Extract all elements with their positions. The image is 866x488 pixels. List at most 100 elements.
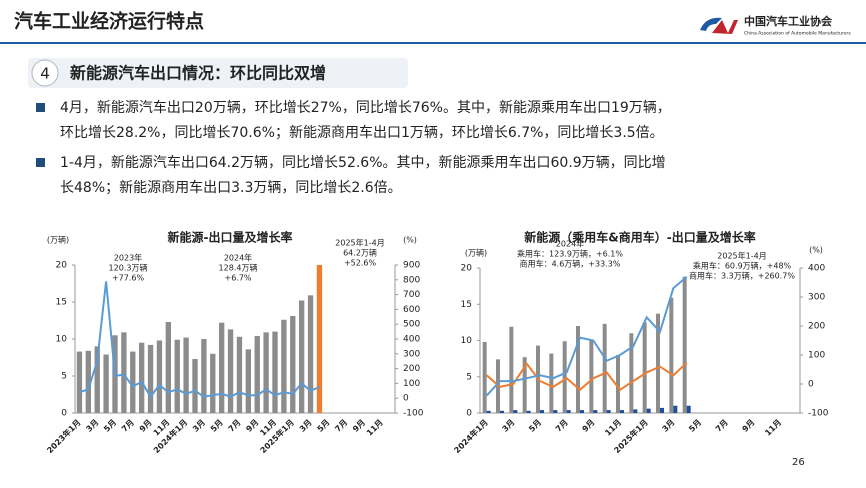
y-tick-label: 5 xyxy=(61,372,67,382)
bar xyxy=(580,410,584,413)
bar xyxy=(660,407,664,413)
y2-tick-label: 100 xyxy=(808,351,825,361)
annotation: 乘用车：123.9万辆，+6.1% xyxy=(517,249,623,259)
bar xyxy=(589,340,594,413)
bar xyxy=(482,341,487,413)
bar xyxy=(673,405,678,413)
annotation: 64.2万辆 xyxy=(343,248,377,258)
section-number: 4 xyxy=(40,65,50,83)
logo: 中国汽车工业协会 China Association of Automobile… xyxy=(700,14,851,37)
bar xyxy=(299,300,305,413)
bar xyxy=(513,410,518,413)
bar xyxy=(290,316,296,413)
bar xyxy=(227,329,234,413)
chart-title: 新能源（乘用车&商用车）-出口量及增长率 xyxy=(524,230,755,245)
y2-axis-label: (%) xyxy=(809,246,823,255)
y2-tick-label: 300 xyxy=(808,293,825,303)
y2-tick-label: 200 xyxy=(403,364,420,374)
y2-tick-label: 200 xyxy=(808,322,825,332)
y-tick-label: 20 xyxy=(461,264,473,274)
y2-tick-label: 400 xyxy=(403,335,420,345)
y-axis-label: (万辆) xyxy=(47,235,69,245)
bar xyxy=(201,339,207,413)
annotation: 2025年1-4月 xyxy=(335,238,384,248)
bar xyxy=(210,353,216,413)
bar xyxy=(307,295,314,413)
bar xyxy=(500,410,504,413)
y-tick-label: 15 xyxy=(461,300,472,310)
bar xyxy=(130,351,136,413)
bar xyxy=(656,313,660,413)
bar xyxy=(606,410,611,413)
annotation: 商用车：4.6万辆，+33.3% xyxy=(520,259,621,269)
bar xyxy=(147,344,154,413)
slide-title: 汽车工业经济运行特点 xyxy=(14,10,204,33)
bar xyxy=(263,332,269,413)
y-tick-label: 0 xyxy=(466,409,472,419)
bar xyxy=(94,346,100,413)
annotation: 2025年1-4月 xyxy=(717,251,766,261)
bar xyxy=(593,410,598,413)
bar xyxy=(616,355,620,413)
y2-tick-label: 500 xyxy=(403,320,420,330)
bar xyxy=(236,336,243,413)
bar xyxy=(156,340,163,413)
bullet-text: 1-4月，新能源汽车出口64.2万辆，同比增长52.6%。其中，新能源乘用车出口… xyxy=(60,154,666,171)
bar xyxy=(686,405,691,413)
bar xyxy=(522,357,527,413)
bar xyxy=(566,410,571,413)
y2-axis-label: (%) xyxy=(403,236,417,245)
bar xyxy=(646,408,651,413)
line-series xyxy=(485,275,688,397)
y2-tick-label: 0 xyxy=(808,380,814,390)
bar xyxy=(219,322,225,413)
annotation: 2024年 xyxy=(224,253,252,263)
section-badge xyxy=(31,59,59,87)
bar xyxy=(272,331,278,413)
y2-tick-label: 800 xyxy=(403,275,420,285)
bullet-marker xyxy=(36,158,45,167)
y2-tick-label: -100 xyxy=(808,409,829,419)
bar xyxy=(633,409,638,413)
annotation: 128.4万辆 xyxy=(219,263,258,273)
bullet-text: 环比增长28.2%，同比增长70.6%；新能源商用车出口1万辆，环比增长6.7%… xyxy=(60,124,664,141)
annotation: 2023年 xyxy=(114,253,142,263)
y2-tick-label: 600 xyxy=(403,305,420,315)
y-tick-label: 10 xyxy=(461,336,473,346)
logo-text: 中国汽车工业协会 xyxy=(744,14,833,28)
bar xyxy=(76,351,83,413)
bar xyxy=(486,410,491,413)
bar xyxy=(174,339,180,413)
y2-tick-label: 100 xyxy=(403,379,420,389)
bar xyxy=(509,326,514,413)
chart-title: 新能源-出口量及增长率 xyxy=(168,230,293,245)
bar xyxy=(629,333,634,413)
annotation: 120.3万辆 xyxy=(109,263,148,273)
bullet-text: 4月，新能源汽车出口20万辆，环比增长27%，同比增长76%。其中，新能源乘用车… xyxy=(60,99,671,116)
bar xyxy=(553,410,558,413)
line-series xyxy=(79,281,320,399)
bar xyxy=(526,410,531,413)
y2-tick-label: 0 xyxy=(403,394,409,404)
y2-tick-label: -100 xyxy=(403,409,424,419)
y-axis-label: (万辆) xyxy=(465,248,487,258)
annotation: +77.6% xyxy=(112,274,145,283)
y2-tick-label: 400 xyxy=(808,264,825,274)
page-number: 26 xyxy=(792,457,805,468)
bar xyxy=(642,322,647,413)
y-tick-label: 10 xyxy=(56,335,68,345)
annotation: +6.7% xyxy=(224,274,251,283)
bar xyxy=(562,341,567,413)
bar xyxy=(165,321,171,413)
logo-mark xyxy=(700,17,722,31)
bar xyxy=(183,337,189,413)
bar xyxy=(316,265,323,413)
y-tick-label: 0 xyxy=(61,409,67,419)
y2-tick-label: 700 xyxy=(403,290,420,300)
section-heading: 新能源汽车出口情况：环比同比双增 xyxy=(70,64,326,83)
annotation: 2024年 xyxy=(556,239,584,249)
bar xyxy=(121,332,127,413)
bar xyxy=(549,353,554,413)
